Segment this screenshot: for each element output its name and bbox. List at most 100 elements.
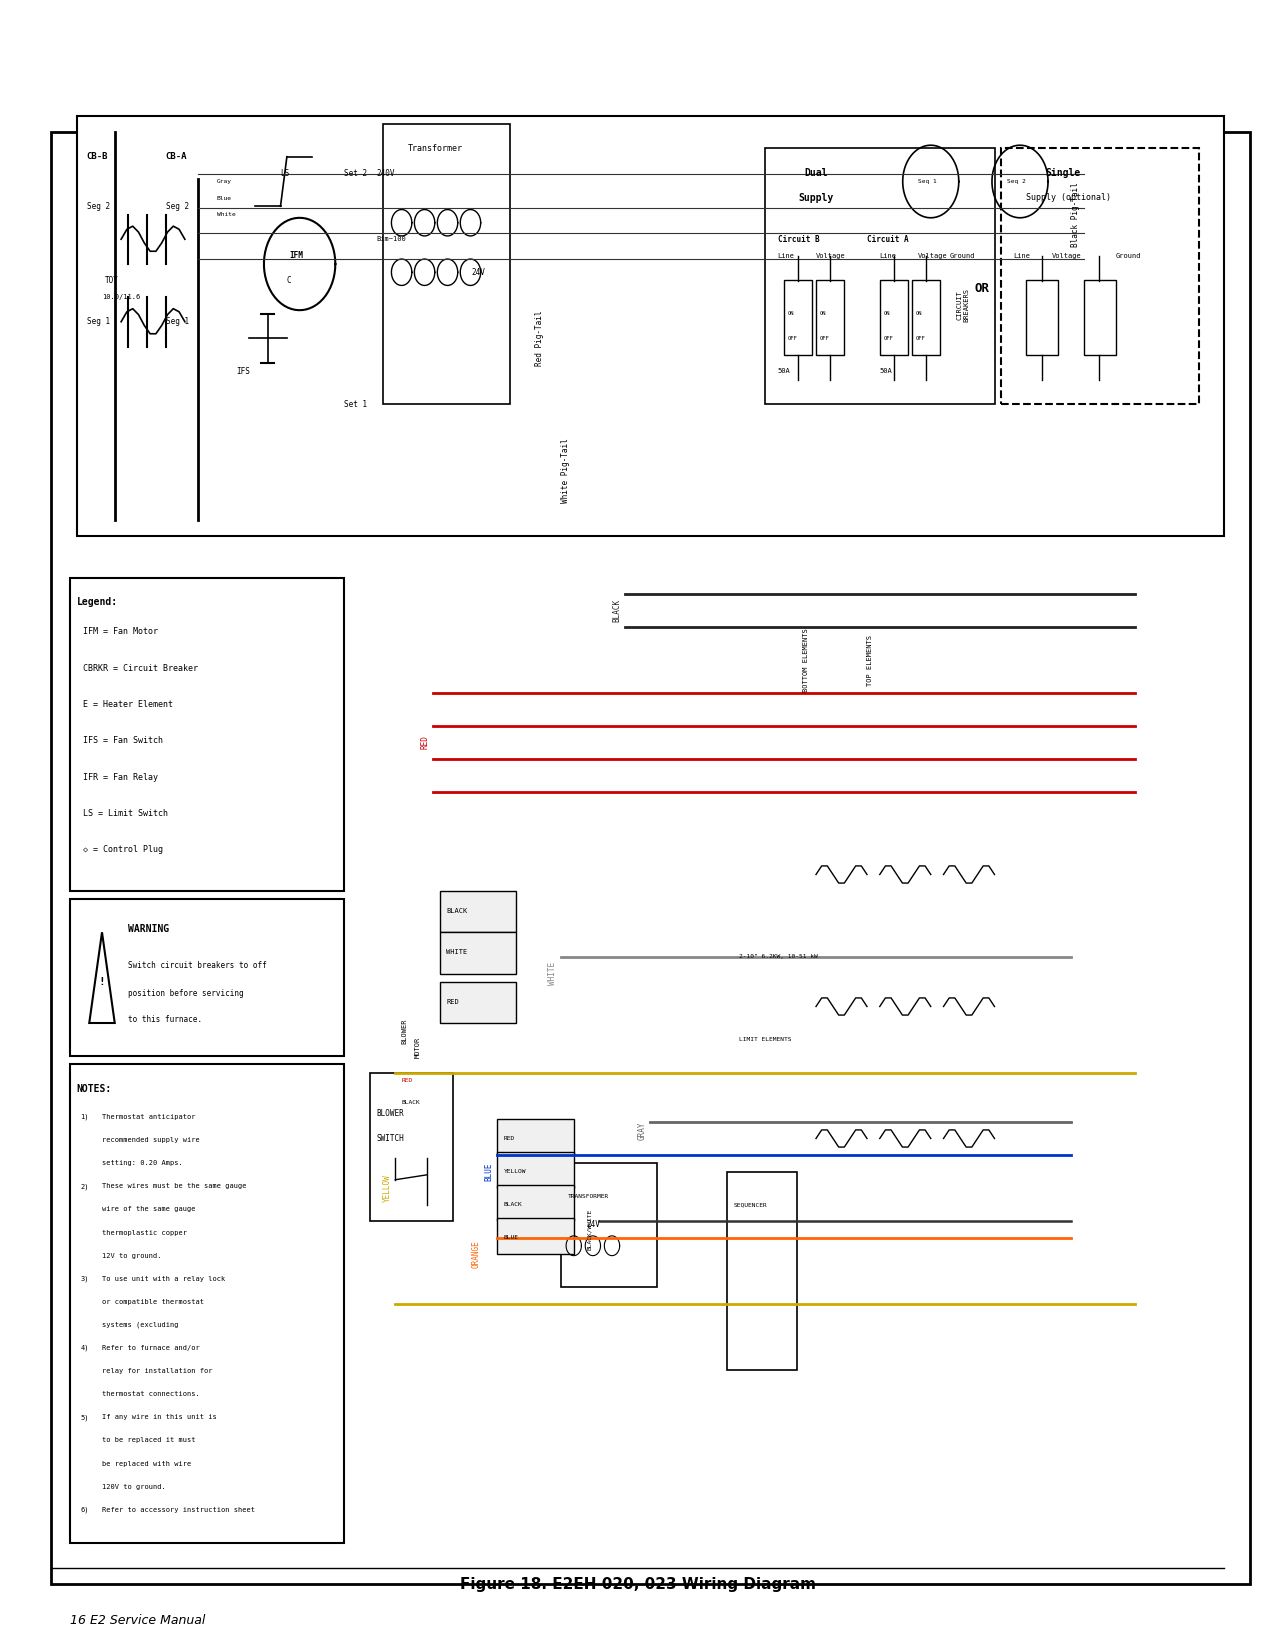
Text: WHITE: WHITE — [548, 962, 557, 985]
Text: 120V to ground.: 120V to ground. — [102, 1483, 166, 1490]
Bar — [440, 982, 516, 1023]
Text: OFF: OFF — [788, 335, 798, 342]
Text: YELLOW: YELLOW — [504, 1168, 527, 1175]
Text: Legend:: Legend: — [76, 597, 117, 607]
Text: TOY: TOY — [105, 276, 119, 285]
Text: 6): 6) — [80, 1506, 89, 1513]
Text: 240V: 240V — [376, 168, 395, 178]
Text: RED: RED — [446, 998, 459, 1005]
Bar — [880, 280, 908, 355]
Text: OFF: OFF — [915, 335, 926, 342]
Text: relay for installation for: relay for installation for — [102, 1368, 213, 1374]
Text: 50A: 50A — [880, 368, 892, 375]
Bar — [440, 891, 516, 932]
Text: recommended supply wire: recommended supply wire — [102, 1137, 200, 1143]
Bar — [51, 132, 1250, 1584]
Bar — [1026, 280, 1058, 355]
Text: IFS: IFS — [236, 366, 250, 376]
Text: Blue: Blue — [217, 195, 232, 201]
Text: IFR = Fan Relay: IFR = Fan Relay — [83, 772, 158, 782]
Text: 2-10" 6.2KW, 10-51 kW: 2-10" 6.2KW, 10-51 kW — [740, 954, 819, 960]
Bar — [497, 1185, 574, 1221]
Text: BLOWER: BLOWER — [402, 1018, 408, 1044]
Text: NOTES:: NOTES: — [76, 1084, 112, 1094]
Text: 24V: 24V — [472, 267, 486, 277]
Text: If any wire in this unit is: If any wire in this unit is — [102, 1414, 217, 1421]
Text: RED: RED — [421, 736, 430, 749]
Text: LS = Limit Switch: LS = Limit Switch — [83, 808, 168, 818]
Text: GRAY: GRAY — [638, 1120, 646, 1140]
Text: 5): 5) — [80, 1414, 89, 1421]
Bar — [1001, 148, 1198, 404]
Text: setting: 0.20 Amps.: setting: 0.20 Amps. — [102, 1160, 182, 1167]
Text: Voltage: Voltage — [1052, 252, 1081, 259]
Text: BLACK: BLACK — [504, 1201, 523, 1208]
Bar — [727, 1172, 797, 1370]
Bar — [382, 124, 510, 404]
Bar — [497, 1218, 574, 1254]
Text: systems (excluding: systems (excluding — [102, 1322, 178, 1328]
Text: Gray: Gray — [217, 178, 232, 185]
Text: C: C — [287, 276, 292, 285]
Text: Seg 2: Seg 2 — [166, 201, 189, 211]
Text: Refer to furnace and/or: Refer to furnace and/or — [102, 1345, 200, 1351]
Text: CB-A: CB-A — [166, 152, 187, 162]
Text: Line: Line — [778, 252, 794, 259]
Text: RED: RED — [504, 1135, 515, 1142]
Text: E = Heater Element: E = Heater Element — [83, 700, 173, 710]
Text: ON: ON — [820, 310, 826, 317]
Text: 16 E2 Service Manual: 16 E2 Service Manual — [70, 1614, 205, 1627]
Text: TRANSFORMER: TRANSFORMER — [567, 1193, 608, 1200]
Text: Supply (optional): Supply (optional) — [1026, 193, 1112, 203]
Text: WHITE: WHITE — [446, 949, 468, 955]
Text: BLUE: BLUE — [484, 1162, 493, 1181]
Text: LS: LS — [280, 168, 289, 178]
Text: OFF: OFF — [820, 335, 830, 342]
Text: Circuit B: Circuit B — [778, 234, 820, 244]
Bar — [816, 280, 844, 355]
Text: to be replaced it must: to be replaced it must — [102, 1437, 195, 1444]
Text: CBRKR = Circuit Breaker: CBRKR = Circuit Breaker — [83, 663, 198, 673]
Text: Refer to accessory instruction sheet: Refer to accessory instruction sheet — [102, 1506, 255, 1513]
Bar — [912, 280, 940, 355]
Text: BOTTOM ELEMENTS: BOTTOM ELEMENTS — [803, 629, 810, 691]
Text: 12V to ground.: 12V to ground. — [102, 1252, 162, 1259]
Text: IFM: IFM — [289, 251, 303, 261]
Text: or compatible thermostat: or compatible thermostat — [102, 1299, 204, 1305]
Text: Seg 1: Seg 1 — [87, 317, 110, 327]
Text: Supply: Supply — [798, 193, 834, 203]
Bar — [497, 1152, 574, 1188]
Text: BLOWER: BLOWER — [376, 1109, 404, 1119]
Text: Ground: Ground — [950, 252, 975, 259]
Text: thermostat connections.: thermostat connections. — [102, 1391, 200, 1398]
Bar — [370, 1072, 453, 1221]
Text: Seg 1: Seg 1 — [166, 317, 189, 327]
Text: CB-B: CB-B — [87, 152, 108, 162]
Text: MOTOR: MOTOR — [414, 1038, 421, 1058]
Text: BLACK: BLACK — [402, 1099, 421, 1106]
Text: TOP ELEMENTS: TOP ELEMENTS — [867, 635, 873, 685]
Text: White: White — [217, 211, 236, 218]
Text: position before servicing: position before servicing — [128, 988, 244, 998]
Text: OR: OR — [974, 282, 989, 295]
Bar — [497, 1119, 574, 1155]
Text: WARNING: WARNING — [128, 924, 168, 934]
Text: wire of the same gauge: wire of the same gauge — [102, 1206, 195, 1213]
Text: 1): 1) — [80, 1114, 89, 1120]
Text: ON: ON — [915, 310, 922, 317]
Bar — [561, 1163, 657, 1287]
Text: Circuit A: Circuit A — [867, 234, 909, 244]
Text: SWITCH: SWITCH — [376, 1134, 404, 1143]
Text: Voltage: Voltage — [816, 252, 845, 259]
Text: Dual: Dual — [805, 168, 827, 178]
Text: Seq 2: Seq 2 — [1007, 178, 1026, 185]
Text: Figure 18. E2EH 020, 023 Wiring Diagram: Figure 18. E2EH 020, 023 Wiring Diagram — [459, 1576, 816, 1592]
Text: Line: Line — [1014, 252, 1030, 259]
Text: OFF: OFF — [884, 335, 894, 342]
Text: ON: ON — [884, 310, 890, 317]
Text: Voltage: Voltage — [918, 252, 947, 259]
Text: These wires must be the same gauge: These wires must be the same gauge — [102, 1183, 246, 1190]
Text: BLACK/WHITE: BLACK/WHITE — [586, 1208, 592, 1251]
Bar — [440, 932, 516, 973]
Bar — [765, 148, 994, 404]
